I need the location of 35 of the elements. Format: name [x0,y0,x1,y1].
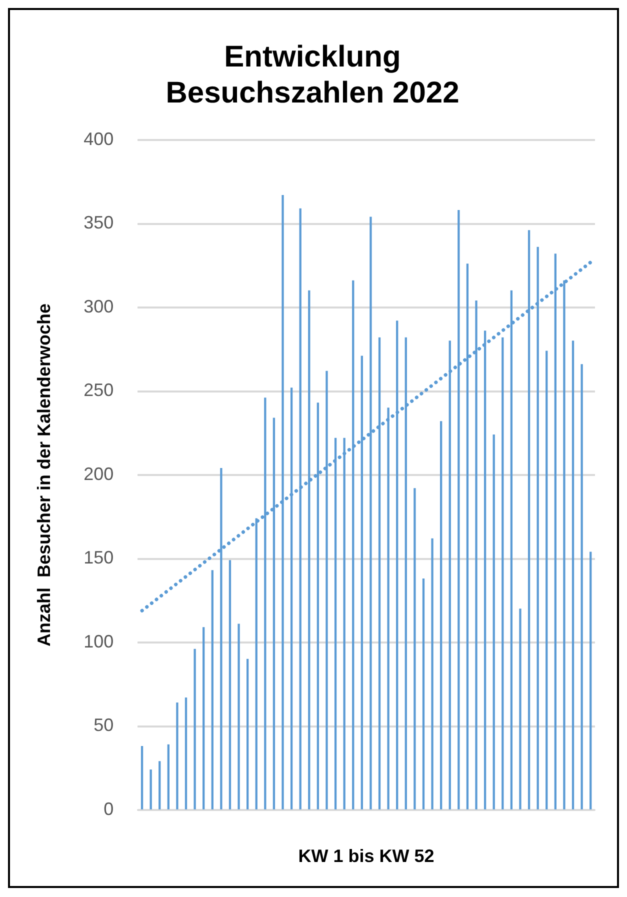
bar [590,552,592,810]
y-tick-label: 350 [84,212,114,233]
y-tick-label: 250 [84,380,114,400]
bar [492,434,495,810]
y-tick-label: 50 [94,715,114,736]
bar [519,608,522,810]
y-tick-label: 0 [104,798,114,819]
bar [194,648,196,810]
y-tick-label: 400 [84,128,114,149]
bar [440,421,442,810]
y-tick-label: 300 [84,296,114,316]
bar [546,350,548,810]
y-tick-label: 200 [84,464,114,484]
bar [176,702,178,810]
bar [580,364,583,810]
bar [502,337,504,810]
bar [184,697,188,810]
bar [202,627,205,810]
x-axis-title: KW 1 bis KW 52 [298,846,434,866]
y-tick-label: 100 [84,631,114,652]
bar [140,746,144,810]
y-tick-label: 150 [84,548,114,568]
bar [572,340,574,810]
bar [167,744,170,810]
chart-title: Entwicklung Besuchszahlen 2022 [166,40,460,110]
bar [158,761,161,810]
bar [246,658,249,810]
bar [211,570,214,810]
bar [228,560,232,810]
bar [422,578,425,810]
bar [150,769,152,810]
bar [431,538,434,810]
bar [414,488,416,810]
y-axis-title: Anzahl Besucher in der Kalenderwoche [34,303,54,647]
bar [238,624,240,810]
